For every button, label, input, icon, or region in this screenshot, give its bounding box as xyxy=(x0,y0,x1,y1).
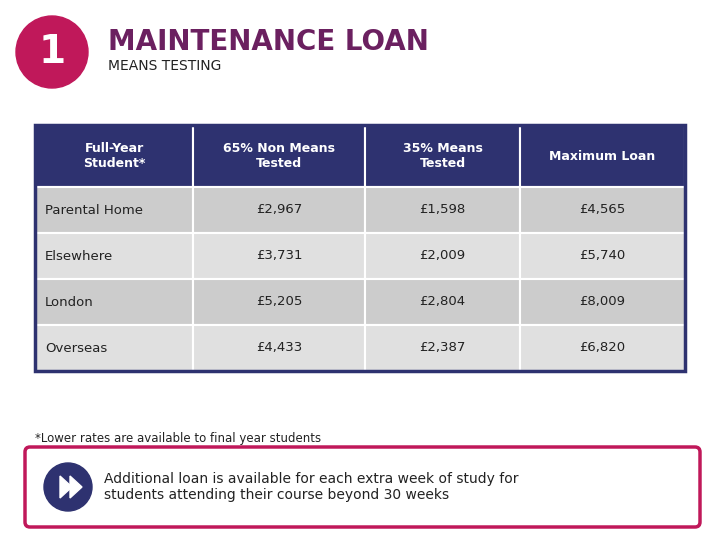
Circle shape xyxy=(16,16,88,88)
Bar xyxy=(35,125,193,187)
Text: 35% Means
Tested: 35% Means Tested xyxy=(402,142,482,170)
Text: £5,205: £5,205 xyxy=(256,295,302,308)
Bar xyxy=(35,279,193,325)
Text: £3,731: £3,731 xyxy=(256,249,302,262)
Bar xyxy=(520,125,685,187)
Text: 1: 1 xyxy=(38,33,66,71)
Bar xyxy=(35,325,193,371)
Text: Parental Home: Parental Home xyxy=(45,204,143,217)
Text: London: London xyxy=(45,295,94,308)
Text: £2,009: £2,009 xyxy=(420,249,466,262)
Bar xyxy=(35,187,193,233)
Bar xyxy=(365,233,520,279)
Bar xyxy=(35,125,685,371)
Text: 65% Non Means
Tested: 65% Non Means Tested xyxy=(223,142,335,170)
Text: £6,820: £6,820 xyxy=(580,341,626,354)
Text: Additional loan is available for each extra week of study for
students attending: Additional loan is available for each ex… xyxy=(104,472,518,502)
Polygon shape xyxy=(60,476,72,498)
Bar xyxy=(193,325,365,371)
Bar xyxy=(365,279,520,325)
Text: £1,598: £1,598 xyxy=(419,204,466,217)
Bar xyxy=(193,187,365,233)
Text: Overseas: Overseas xyxy=(45,341,107,354)
Polygon shape xyxy=(70,476,82,498)
Bar xyxy=(365,125,520,187)
Text: £4,565: £4,565 xyxy=(580,204,626,217)
Bar xyxy=(520,187,685,233)
Text: £2,387: £2,387 xyxy=(419,341,466,354)
Text: *Lower rates are available to final year students: *Lower rates are available to final year… xyxy=(35,432,321,445)
Bar xyxy=(520,233,685,279)
Text: £2,967: £2,967 xyxy=(256,204,302,217)
Text: Maximum Loan: Maximum Loan xyxy=(549,150,656,163)
Bar xyxy=(365,325,520,371)
Bar xyxy=(193,233,365,279)
Text: £2,804: £2,804 xyxy=(420,295,466,308)
FancyBboxPatch shape xyxy=(25,447,700,527)
Bar xyxy=(365,187,520,233)
Bar xyxy=(193,125,365,187)
Text: MAINTENANCE LOAN: MAINTENANCE LOAN xyxy=(108,28,429,56)
Bar xyxy=(193,279,365,325)
Text: £8,009: £8,009 xyxy=(580,295,626,308)
Circle shape xyxy=(44,463,92,511)
Bar xyxy=(520,279,685,325)
Text: MEANS TESTING: MEANS TESTING xyxy=(108,59,221,73)
Text: £4,433: £4,433 xyxy=(256,341,302,354)
Bar xyxy=(520,325,685,371)
Bar xyxy=(35,233,193,279)
Text: £5,740: £5,740 xyxy=(580,249,626,262)
Text: Full-Year
Student*: Full-Year Student* xyxy=(83,142,145,170)
Text: Elsewhere: Elsewhere xyxy=(45,249,113,262)
